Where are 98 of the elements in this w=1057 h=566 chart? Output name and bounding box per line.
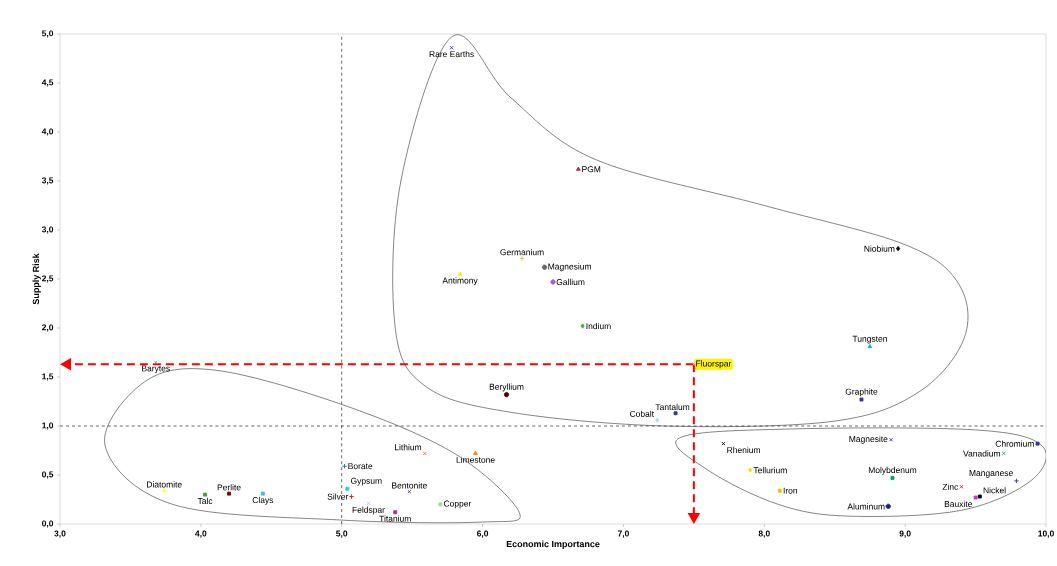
x-tick-label: 5,0 bbox=[336, 530, 348, 538]
point bbox=[449, 45, 454, 50]
point bbox=[473, 450, 478, 455]
x-tick-label: 10,0 bbox=[1038, 530, 1054, 538]
point bbox=[896, 245, 901, 252]
series-label: Talc bbox=[197, 497, 213, 505]
series-label: Molybdenum bbox=[868, 466, 917, 475]
series-label: Tellurium bbox=[753, 466, 787, 474]
y-tick-label: 2,5 bbox=[42, 275, 54, 283]
series-label: Gallium bbox=[556, 278, 585, 286]
series-label: Barytes bbox=[142, 365, 170, 374]
series-label: Cobalt bbox=[630, 410, 654, 417]
point bbox=[721, 441, 726, 446]
series-label: Chromium bbox=[995, 440, 1034, 447]
series-label: Clays bbox=[252, 496, 274, 505]
y-tick-label: 1,5 bbox=[42, 373, 54, 381]
y-tick-label: 0,5 bbox=[42, 471, 54, 479]
point bbox=[541, 264, 548, 270]
series-label: Rhenium bbox=[727, 446, 760, 454]
series-label: Nickel bbox=[983, 487, 1006, 494]
series-label: Antimony bbox=[442, 277, 478, 286]
series-label: Germanium bbox=[500, 248, 544, 256]
series-label: Rare Earths bbox=[429, 50, 474, 58]
point bbox=[393, 510, 398, 515]
y-tick-label: 1,0 bbox=[42, 422, 54, 430]
series-label: Bauxite bbox=[944, 500, 972, 507]
point bbox=[977, 494, 982, 499]
series-label: Manganese bbox=[969, 470, 1013, 478]
point bbox=[457, 271, 463, 276]
point bbox=[673, 411, 678, 416]
x-tick-label: 7,0 bbox=[617, 530, 629, 538]
series-label: Tantalum bbox=[655, 403, 690, 411]
y-tick-label: 2,0 bbox=[42, 324, 54, 332]
point bbox=[1035, 441, 1040, 446]
point bbox=[580, 323, 585, 329]
series-label: Zinc bbox=[942, 483, 959, 490]
series-label: Fluorspar bbox=[696, 360, 732, 369]
point bbox=[859, 397, 864, 402]
y-tick-label: 5,0 bbox=[41, 30, 54, 38]
x-tick-label: 9,0 bbox=[899, 530, 911, 538]
series-label: PGM bbox=[582, 166, 601, 173]
x-tick-label: 4,0 bbox=[195, 530, 207, 538]
series-label: Diatomite bbox=[147, 481, 182, 488]
y-tick-label: 0,0 bbox=[42, 520, 54, 528]
point bbox=[748, 467, 753, 473]
point bbox=[1001, 451, 1006, 456]
point bbox=[691, 362, 696, 367]
series-label: Tungsten bbox=[852, 335, 887, 344]
point bbox=[438, 502, 443, 507]
series-label: Borate bbox=[348, 463, 373, 470]
series-label: Copper bbox=[443, 500, 472, 509]
x-axis-title: Economic Importance bbox=[506, 540, 600, 549]
point bbox=[345, 486, 350, 491]
point bbox=[227, 491, 231, 496]
point bbox=[341, 463, 348, 469]
series-label: Iron bbox=[783, 487, 798, 494]
x-tick-label: 6,0 bbox=[477, 530, 489, 538]
series-label: Perlite bbox=[217, 484, 241, 491]
series-label: Beryllium bbox=[489, 383, 524, 392]
series-label: Feldspar bbox=[352, 506, 385, 515]
point bbox=[161, 488, 167, 493]
series-label: Magnesite bbox=[849, 435, 888, 444]
y-tick-label: 4,0 bbox=[41, 128, 54, 136]
point bbox=[655, 417, 660, 423]
series-label: Lithium bbox=[395, 444, 422, 451]
series-label: Aluminum bbox=[847, 503, 885, 510]
series-label: Magnesium bbox=[548, 263, 591, 272]
y-tick-label: 3,5 bbox=[41, 177, 54, 185]
x-tick-label: 3,0 bbox=[54, 530, 66, 538]
point bbox=[576, 166, 581, 171]
point bbox=[777, 488, 782, 493]
point bbox=[407, 489, 412, 494]
point bbox=[260, 491, 265, 496]
series-label: Bentonite bbox=[392, 482, 427, 489]
point bbox=[550, 279, 556, 285]
series-label: Silver bbox=[327, 493, 349, 500]
point bbox=[890, 476, 895, 480]
point bbox=[422, 451, 427, 456]
x-tick-label: 8,0 bbox=[758, 530, 770, 538]
point bbox=[203, 492, 208, 497]
y-axis-title: Supply Risk bbox=[32, 253, 41, 305]
series-label: Titanium bbox=[379, 515, 411, 522]
series-label: Gypsum bbox=[350, 477, 382, 486]
series-label: Vanadium bbox=[963, 450, 1000, 457]
point bbox=[503, 392, 510, 398]
series-label: Niobium bbox=[864, 245, 895, 252]
series-label: Indium bbox=[586, 322, 611, 330]
series-label: Graphite bbox=[845, 388, 878, 397]
point bbox=[889, 437, 894, 442]
point bbox=[153, 360, 158, 365]
point bbox=[959, 484, 964, 489]
point bbox=[366, 501, 371, 506]
point bbox=[1013, 478, 1020, 484]
point bbox=[885, 503, 891, 509]
point bbox=[973, 495, 978, 500]
y-tick-label: 3,0 bbox=[41, 226, 54, 234]
y-tick-label: 4,5 bbox=[41, 79, 54, 87]
series-label: Limestone bbox=[456, 456, 495, 463]
